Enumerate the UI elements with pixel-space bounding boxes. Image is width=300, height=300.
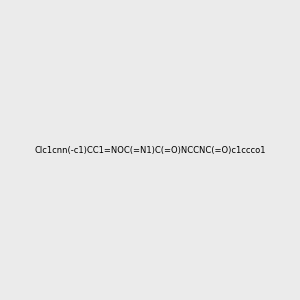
- Text: Clc1cnn(-c1)CC1=NOC(=N1)C(=O)NCCNC(=O)c1ccco1: Clc1cnn(-c1)CC1=NOC(=N1)C(=O)NCCNC(=O)c1…: [34, 146, 266, 154]
